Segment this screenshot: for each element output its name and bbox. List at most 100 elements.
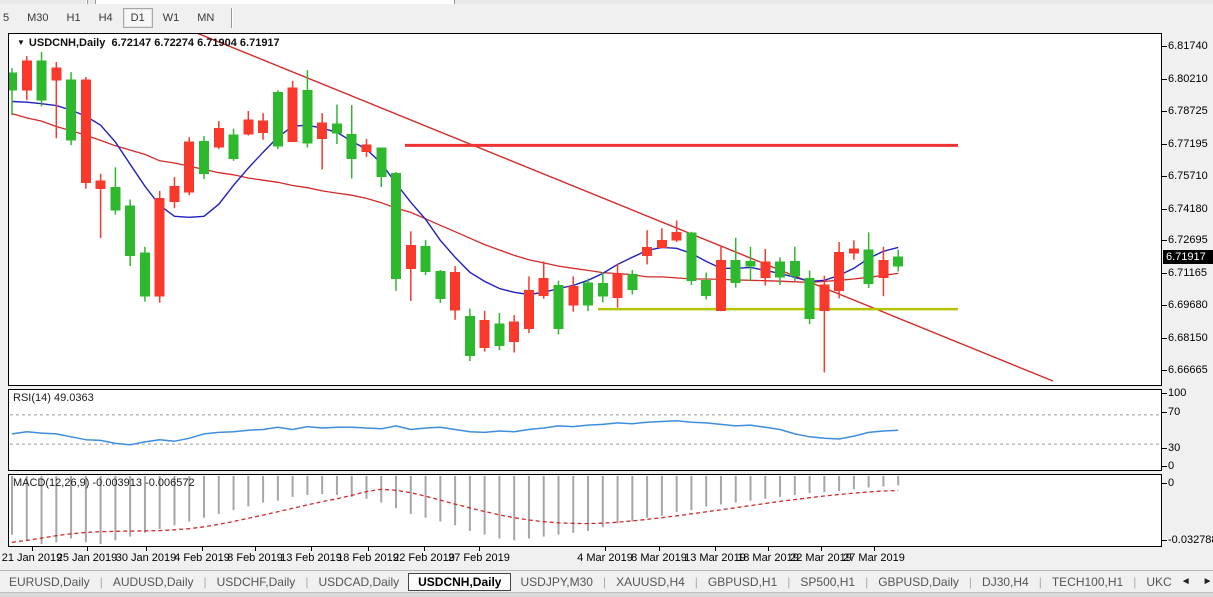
price-axis-tick — [1162, 176, 1167, 177]
symbol-dropdown-icon[interactable]: ▼ — [17, 38, 25, 47]
candle-body — [819, 284, 830, 311]
price-axis-label: 6.77195 — [1168, 138, 1208, 150]
candle-body — [893, 256, 904, 267]
candle — [642, 230, 653, 265]
candle — [597, 272, 608, 303]
price-axis-label: 6.81740 — [1168, 40, 1208, 52]
chart-tab-gbpusd-daily[interactable]: GBPUSD,Daily — [878, 574, 959, 589]
candle-body — [656, 239, 667, 248]
candle — [272, 90, 283, 150]
candle-body — [745, 260, 756, 267]
price-axis-gutter — [1163, 31, 1213, 551]
candle — [346, 104, 357, 179]
candle — [9, 68, 17, 116]
chart-tab-ukc[interactable]: UKC — [1146, 574, 1172, 589]
candle — [125, 199, 136, 267]
macd-label: MACD(12,26,9) -0.003913 -0.006572 — [13, 477, 195, 489]
candle — [775, 257, 786, 286]
macd-indicator-pane[interactable]: MACD(12,26,9) -0.003913 -0.006572 — [8, 474, 1162, 547]
candle — [139, 246, 150, 302]
candle — [760, 248, 771, 286]
chart-tab-usdcnh-daily[interactable]: USDCNH,Daily — [408, 572, 512, 591]
date-axis-label: 4 Feb 2019 — [174, 552, 230, 564]
chart-tab-tech100-h1[interactable]: TECH100,H1 — [1051, 574, 1124, 589]
candle-body — [258, 120, 269, 133]
chart-tab-sp500-h1[interactable]: SP500,H1 — [800, 574, 856, 589]
tab-scroll-right-icon[interactable]: ► — [1202, 576, 1213, 587]
toolbar-clipped-row — [0, 0, 1213, 4]
chart-tab-dj30-h4[interactable]: DJ30,H4 — [982, 574, 1029, 589]
price-axis-label: 6.66665 — [1168, 364, 1208, 376]
tab-separator: | — [99, 574, 103, 589]
date-axis-tick — [255, 547, 256, 551]
chart-tab-usdcad-daily[interactable]: USDCAD,Daily — [318, 574, 400, 589]
chart-tab-eurusd-daily[interactable]: EURUSD,Daily — [9, 574, 90, 589]
date-axis-label: 18 Mar 2019 — [737, 552, 799, 564]
price-axis-label: 6.78725 — [1168, 105, 1208, 117]
candle — [435, 269, 446, 304]
chart-tab-gbpusd-h1[interactable]: GBPUSD,H1 — [707, 574, 778, 589]
timeframe-button-m30[interactable]: M30 — [27, 11, 49, 24]
rsi-indicator-pane[interactable]: RSI(14) 49.0363 — [8, 389, 1162, 471]
tab-scroll-buttons: ◄ ► — [1181, 576, 1213, 587]
candle — [376, 147, 387, 188]
date-axis-tick — [874, 547, 875, 551]
candle — [80, 77, 91, 189]
timeframe-button-d1[interactable]: D1 — [122, 7, 153, 28]
candle — [420, 239, 431, 276]
timeframe-toolbar: 5 M30 H1 H4 D1 W1 MN — [0, 4, 1213, 31]
candle-body — [184, 141, 195, 193]
rsi-axis-tick — [1162, 448, 1167, 449]
candle-body — [287, 87, 298, 142]
macd-values: -0.003913 -0.006572 — [92, 477, 195, 489]
price-chart-pane[interactable]: ▼ USDCNH,Daily 6.72147 6.72274 6.71904 6.… — [8, 33, 1162, 386]
price-axis-label: 6.74180 — [1168, 203, 1208, 215]
candle — [553, 280, 564, 335]
candle — [184, 137, 195, 196]
candle-body — [346, 134, 357, 160]
candle — [523, 276, 534, 334]
price-axis-tick — [1162, 273, 1167, 274]
candle-body — [391, 172, 402, 279]
macd-axis-tick — [1162, 483, 1167, 484]
date-axis-label: 13 Mar 2019 — [684, 552, 746, 564]
candle — [789, 246, 800, 282]
date-axis-tick — [202, 547, 203, 551]
date-axis: 21 Jan 2019 25 Jan 2019 30 Jan 2019 4 Feb 2… — [2, 547, 1213, 568]
timeframe-button-5[interactable]: 5 — [3, 11, 10, 24]
candle-body — [760, 261, 771, 278]
timeframe-button-mn[interactable]: MN — [197, 11, 215, 24]
chart-tab-xauusd-h4[interactable]: XAUUSD,H4 — [616, 574, 685, 589]
price-axis-label: 6.68150 — [1168, 332, 1208, 344]
current-price-tag: 6.71917 — [1163, 250, 1213, 264]
rsi-name: RSI(14) — [13, 392, 51, 404]
candle — [95, 173, 106, 239]
timeframe-button-h1[interactable]: H1 — [66, 11, 81, 24]
chart-tab-audusd-daily[interactable]: AUDUSD,Daily — [112, 574, 194, 589]
chart-ohlc-quote: 6.72147 6.72274 6.71904 6.71917 — [111, 37, 280, 49]
tab-separator: | — [787, 574, 791, 589]
candle-body — [228, 134, 239, 160]
candle-body — [878, 259, 889, 278]
candle — [243, 110, 254, 136]
pane-splitter[interactable] — [8, 471, 1162, 474]
candle-body — [420, 245, 431, 272]
candle-body — [775, 261, 786, 278]
candle-body — [730, 259, 741, 283]
tab-scroll-left-icon[interactable]: ◄ — [1180, 576, 1191, 587]
candle — [317, 113, 328, 170]
timeframe-button-h4[interactable]: H4 — [98, 11, 113, 24]
candle-body — [804, 277, 815, 319]
candle — [583, 278, 594, 312]
candle — [701, 272, 712, 300]
macd-axis-label: -0.032788 — [1168, 534, 1213, 546]
chart-tab-usdchf-daily[interactable]: USDCHF,Daily — [216, 574, 296, 589]
pane-splitter[interactable] — [8, 386, 1162, 389]
timeframe-button-w1[interactable]: W1 — [162, 11, 180, 24]
date-axis-tick — [87, 547, 88, 551]
chart-tab-usdjpy-m30[interactable]: USDJPY,M30 — [520, 574, 593, 589]
price-axis-tick — [1162, 209, 1167, 210]
candle-body — [450, 272, 461, 311]
candle — [66, 72, 77, 146]
candle — [110, 167, 121, 215]
